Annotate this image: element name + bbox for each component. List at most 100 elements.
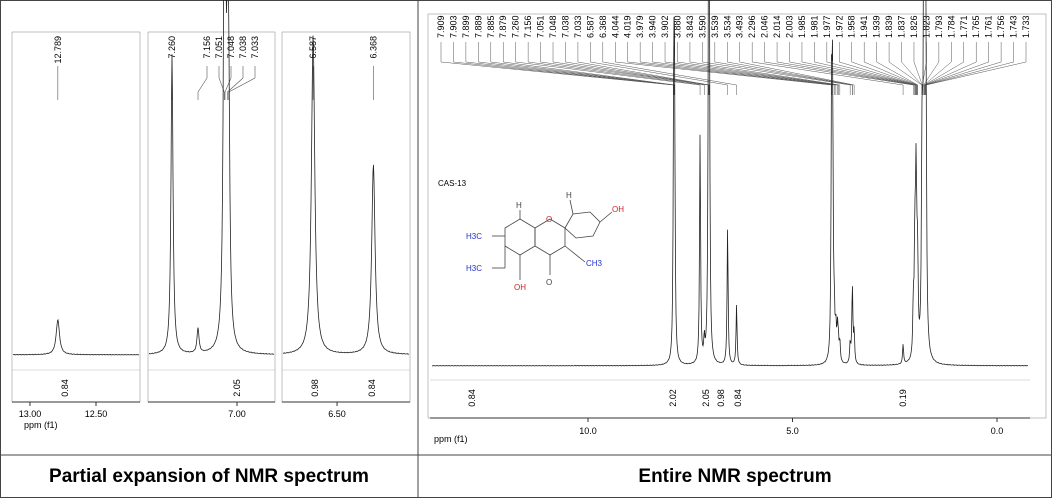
integral-label: 2.05 xyxy=(701,389,711,407)
peak-label: 3.534 xyxy=(722,15,732,38)
peak-leader xyxy=(923,61,952,86)
atom-label: H3C xyxy=(466,264,482,273)
peak-leader xyxy=(540,61,709,86)
peak-label: 7.038 xyxy=(560,15,570,38)
peak-label: 1.761 xyxy=(984,15,994,38)
caption: Partial expansion of NMR spectrum xyxy=(49,466,369,487)
peak-leader xyxy=(503,61,675,86)
peak-leader xyxy=(228,77,256,93)
peak-leader xyxy=(752,61,904,86)
peak-label: 7.903 xyxy=(448,15,458,38)
peak-leader xyxy=(577,61,710,86)
peak-leader xyxy=(789,61,916,86)
peak-leader xyxy=(901,61,923,86)
peak-label: 3.493 xyxy=(735,15,745,38)
atom-label: O xyxy=(546,278,552,287)
atom-label: OH xyxy=(514,283,526,292)
peak-label: 2.046 xyxy=(760,15,770,38)
peak-label: 1.972 xyxy=(834,15,844,38)
peak-label: 3.539 xyxy=(710,15,720,38)
peak-label: 12.789 xyxy=(53,36,63,64)
atom-label: H xyxy=(516,201,522,210)
bond xyxy=(569,199,574,215)
spectrum-line xyxy=(431,0,1029,367)
peak-label: 1.981 xyxy=(809,15,819,38)
peak-leader xyxy=(777,61,915,86)
peak-label: 3.940 xyxy=(648,15,658,38)
structure-labels: H3C H3C CH3 O OH OH O H H xyxy=(466,191,624,292)
peak-leader xyxy=(515,61,701,86)
peak-label: 1.793 xyxy=(934,15,944,38)
structure xyxy=(492,199,613,280)
spectrum-line xyxy=(12,318,140,356)
peak-label: 1.771 xyxy=(959,15,969,38)
peak-label: 1.733 xyxy=(1021,15,1031,38)
peak-label: 4.044 xyxy=(610,15,620,38)
integral-label: 0.84 xyxy=(467,389,477,407)
peak-leader xyxy=(851,61,918,86)
peak-label: 1.985 xyxy=(797,15,807,38)
peak-leader xyxy=(615,61,832,86)
peak-leader xyxy=(913,61,923,86)
peak-leader xyxy=(714,61,853,86)
peak-leader xyxy=(864,61,918,86)
peak-label: 7.260 xyxy=(511,15,521,38)
peak-label: 7.051 xyxy=(214,36,224,59)
peak-label: 7.156 xyxy=(523,15,533,38)
tick-label: 10.0 xyxy=(579,426,597,436)
peak-label: 3.902 xyxy=(660,15,670,38)
atom-label: OH xyxy=(612,205,624,214)
peak-leader xyxy=(652,61,836,86)
ring xyxy=(534,218,566,256)
bond xyxy=(564,245,586,263)
peak-label: 1.837 xyxy=(897,15,907,38)
peak-label: 3.880 xyxy=(672,15,682,38)
peak-label: 7.909 xyxy=(436,15,446,38)
bond xyxy=(599,211,613,223)
peak-leader xyxy=(764,61,914,86)
peak-label: 7.260 xyxy=(167,36,177,59)
integral-label: 0.84 xyxy=(60,379,70,397)
spectrum-line xyxy=(282,35,409,355)
peak-label: 7.033 xyxy=(250,36,260,59)
axis-label: ppm (f1) xyxy=(434,434,468,444)
tick-label: 5.0 xyxy=(786,426,799,436)
peak-label: 4.019 xyxy=(623,15,633,38)
peak-leader xyxy=(925,61,1002,86)
peak-leader xyxy=(888,61,922,86)
integral-label: 0.98 xyxy=(716,389,726,407)
peak-leader xyxy=(925,61,1014,86)
peak-label: 1.939 xyxy=(872,15,882,38)
peak-leader xyxy=(814,61,917,86)
peak-leader xyxy=(924,61,989,86)
peak-label: 7.156 xyxy=(202,36,212,59)
ring xyxy=(504,218,536,256)
atom-label: O xyxy=(546,215,552,224)
integral-label: 2.05 xyxy=(232,379,242,397)
peak-label: 1.756 xyxy=(996,15,1006,38)
peak-label: 6.587 xyxy=(585,15,595,38)
peak-label: 2.296 xyxy=(747,15,757,38)
peak-leader xyxy=(876,61,918,86)
integral-label: 0.98 xyxy=(310,379,320,397)
peak-label: 1.977 xyxy=(822,15,832,38)
peak-leader xyxy=(528,61,705,86)
peak-leader xyxy=(677,61,839,86)
caption: Entire NMR spectrum xyxy=(638,466,831,487)
peak-label: 1.743 xyxy=(1009,15,1019,38)
integral-label: 2.02 xyxy=(668,389,678,407)
peak-leader xyxy=(227,77,244,93)
atom-label: H3C xyxy=(466,232,482,241)
peak-leader xyxy=(627,61,833,86)
peak-leader xyxy=(839,61,917,86)
peak-leader xyxy=(565,61,710,86)
peak-leader xyxy=(826,61,917,86)
tick-label: 6.50 xyxy=(328,409,346,419)
plot-frame xyxy=(11,31,141,403)
atom-label: CH3 xyxy=(586,259,603,268)
peak-label: 7.899 xyxy=(461,15,471,38)
sample-label: CAS-13 xyxy=(438,179,467,188)
atom-label: H xyxy=(566,191,572,200)
